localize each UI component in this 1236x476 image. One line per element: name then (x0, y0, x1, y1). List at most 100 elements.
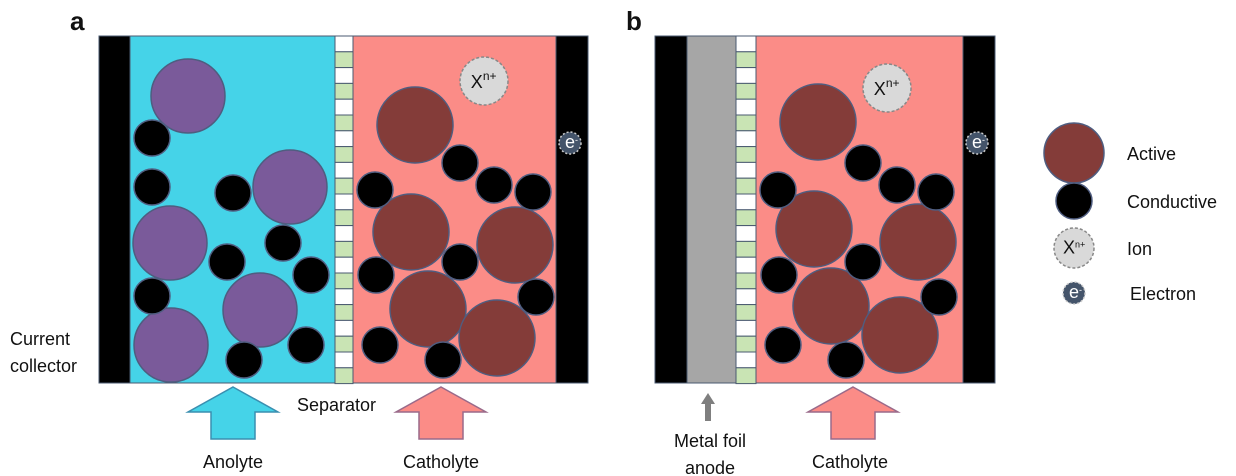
anode-arrow (701, 393, 715, 421)
electron-base: e (1069, 282, 1079, 302)
conductive-particle (765, 327, 801, 363)
separator-cell (335, 83, 353, 99)
anode-label: anode (685, 458, 735, 476)
separator-cell (335, 52, 353, 68)
separator-cell (335, 147, 353, 163)
ion-sup: n+ (1075, 239, 1085, 249)
separator-cell (736, 99, 756, 115)
catholyte-label: Catholyte (812, 452, 888, 472)
separator-cell (335, 68, 353, 84)
active-particle (151, 59, 225, 133)
anode-label: Metal foil (674, 431, 746, 451)
separator-cell (736, 68, 756, 84)
conductive-particle (921, 279, 957, 315)
anolyte-label: Anolyte (203, 452, 263, 472)
conductive-particle (293, 257, 329, 293)
separator-cell (335, 131, 353, 147)
separator-cell (335, 194, 353, 210)
conductive-particle (918, 174, 954, 210)
separator-cell (736, 194, 756, 210)
separator-label: Separator (297, 395, 376, 415)
conductive-particle (879, 167, 915, 203)
current-collector (963, 36, 995, 383)
current-collector (655, 36, 687, 383)
electron-sup: - (982, 135, 985, 145)
conductive-particle (442, 244, 478, 280)
catholyte-label: Catholyte (403, 452, 479, 472)
electron-base: e (972, 132, 982, 152)
separator-cell (736, 273, 756, 289)
collector-label: Current (10, 329, 70, 349)
legend-label: Active (1127, 144, 1176, 164)
legend-conductive (1056, 183, 1092, 219)
separator-cell (736, 162, 756, 178)
legend-label: Electron (1130, 284, 1196, 304)
separator-cell (736, 115, 756, 131)
separator-cell (736, 320, 756, 336)
active-particle (253, 150, 327, 224)
separator-cell (335, 305, 353, 321)
active-particle (459, 300, 535, 376)
separator-cell (736, 210, 756, 226)
conductive-particle (226, 342, 262, 378)
separator-cell (335, 368, 353, 384)
separator-cell (335, 273, 353, 289)
conductive-particle (357, 172, 393, 208)
anolyte-arrow (188, 387, 278, 439)
conductive-particle (442, 145, 478, 181)
conductive-particle (358, 257, 394, 293)
separator-cell (335, 178, 353, 194)
active-particle (390, 271, 466, 347)
separator-cell (335, 352, 353, 368)
conductive-particle (761, 257, 797, 293)
active-particle (223, 273, 297, 347)
separator-cell (335, 336, 353, 352)
separator-cell (736, 352, 756, 368)
separator-cell (335, 226, 353, 242)
separator-cell (736, 241, 756, 257)
active-particle (377, 87, 453, 163)
electron-base: e (565, 132, 575, 152)
conductive-particle (288, 327, 324, 363)
legend-active (1044, 123, 1104, 183)
conductive-particle (209, 244, 245, 280)
separator-cell (335, 257, 353, 273)
separator-cell (736, 131, 756, 147)
conductive-particle (134, 169, 170, 205)
separator-cell (736, 52, 756, 68)
conductive-particle (134, 278, 170, 314)
separator-cell (736, 83, 756, 99)
separator-cell (335, 241, 353, 257)
conductive-particle (518, 279, 554, 315)
legend-label: Ion (1127, 239, 1152, 259)
collector-label: collector (10, 356, 77, 376)
separator-cell (736, 289, 756, 305)
active-particle (134, 308, 208, 382)
conductive-particle (515, 174, 551, 210)
separator-cell (335, 320, 353, 336)
separator-cell (736, 147, 756, 163)
active-particle (780, 84, 856, 160)
separator-cell (335, 115, 353, 131)
separator-cell (736, 305, 756, 321)
catholyte-arrow (396, 387, 486, 439)
metal-foil-anode (687, 36, 736, 383)
separator-cell (335, 162, 353, 178)
active-particle (133, 206, 207, 280)
separator-cell (335, 99, 353, 115)
active-particle (880, 204, 956, 280)
conductive-particle (425, 342, 461, 378)
separator-cell (736, 36, 756, 52)
current-collector (99, 36, 130, 383)
conductive-particle (134, 120, 170, 156)
conductive-particle (760, 172, 796, 208)
separator-cell (736, 226, 756, 242)
separator-cell (736, 368, 756, 384)
ion-sup: n+ (483, 69, 497, 83)
figure: Xn+e-Xn+e-Xn+e-ActiveConductiveIonElectr… (0, 0, 1236, 476)
panel-label: a (70, 6, 85, 36)
separator-cell (736, 178, 756, 194)
ion-base: X (1063, 237, 1075, 257)
conductive-particle (828, 342, 864, 378)
ion-sup: n+ (886, 76, 900, 90)
